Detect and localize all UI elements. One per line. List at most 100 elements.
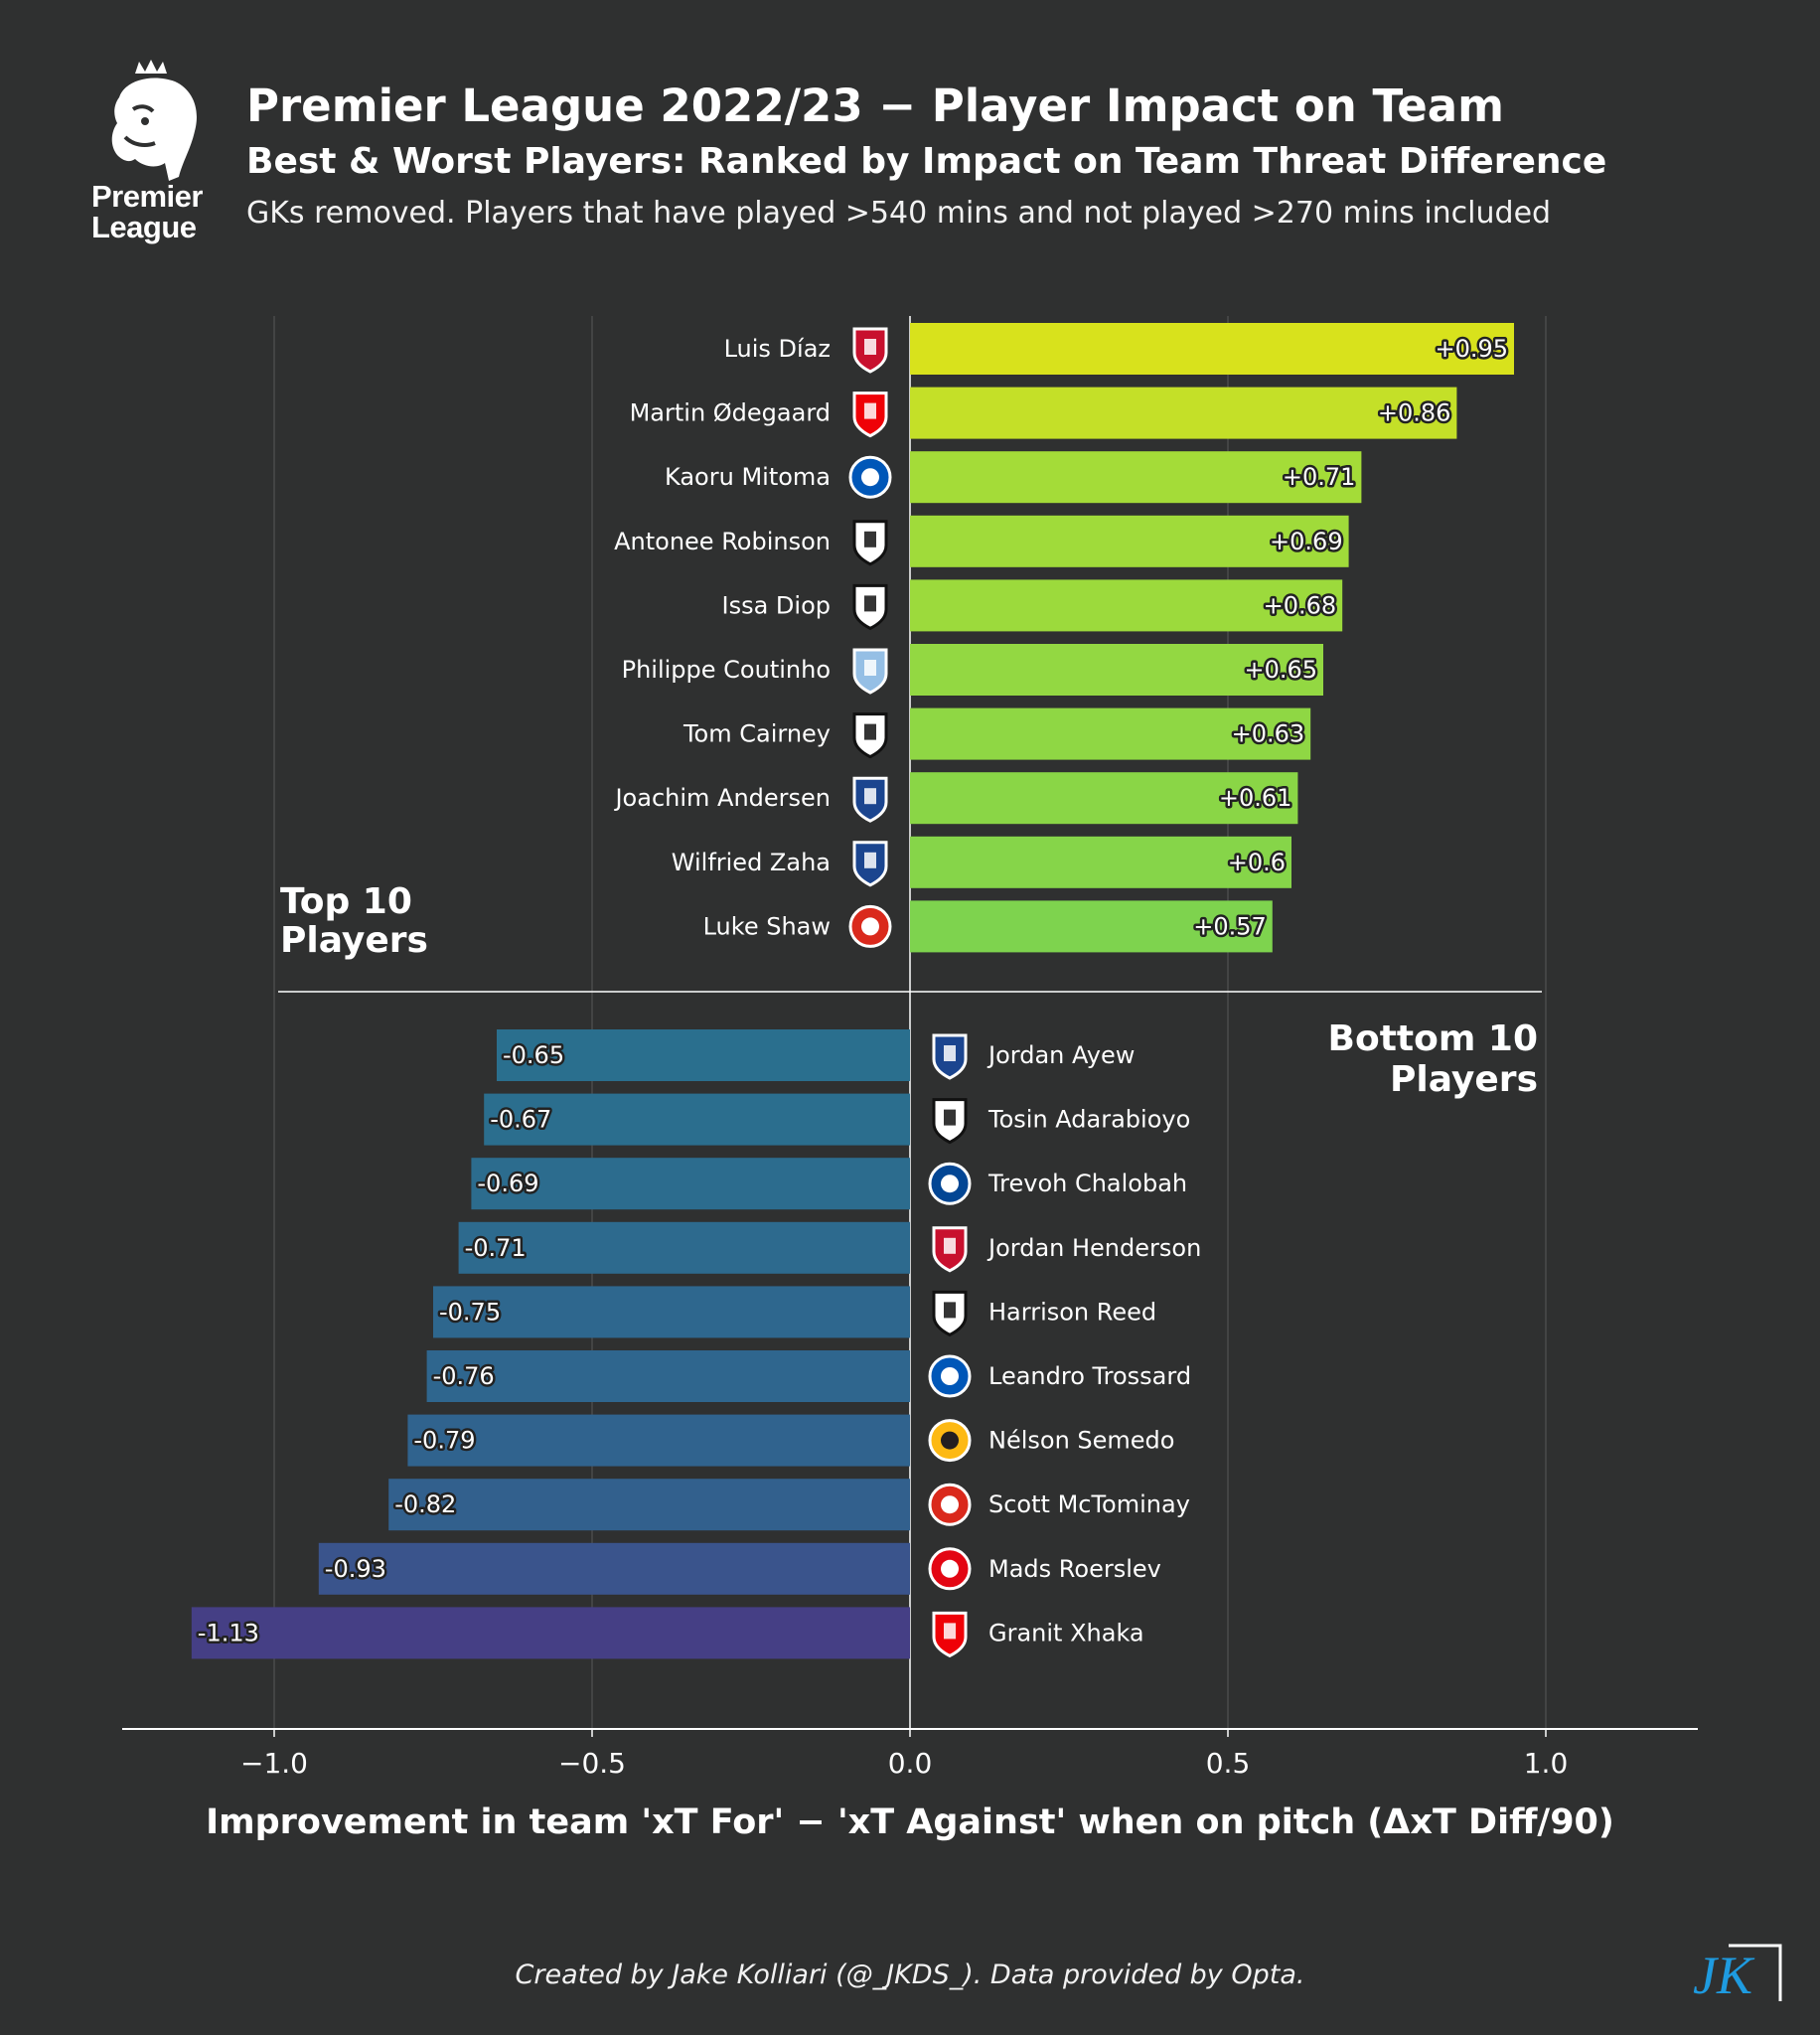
bar-value-label-halo: -0.65 bbox=[503, 1041, 564, 1069]
bar-top-7 bbox=[910, 707, 1311, 760]
team-badge-icon bbox=[928, 1354, 972, 1398]
team-badge-icon bbox=[928, 1419, 972, 1463]
bar-bottom-8 bbox=[388, 1479, 910, 1531]
bar-value-label: +0.6 bbox=[1228, 849, 1286, 876]
bar-top-8 bbox=[910, 772, 1298, 825]
bar-bottom-10 bbox=[191, 1607, 911, 1659]
premier-league-lion-icon bbox=[111, 60, 197, 181]
team-badge-icon bbox=[928, 1483, 972, 1526]
bar-bottom-6 bbox=[426, 1350, 910, 1402]
bar-top-6 bbox=[910, 644, 1323, 696]
team-badge-icon bbox=[928, 1162, 972, 1205]
bar-bottom-9 bbox=[318, 1542, 910, 1595]
team-badge-icon bbox=[932, 1098, 968, 1145]
footer-credit: Created by Jake Kolliari (@_JKDS_). Data… bbox=[515, 1959, 1305, 1990]
team-badge-icon bbox=[848, 904, 892, 948]
top-group-label: Top 10 bbox=[280, 881, 412, 922]
player-name-label: Philippe Coutinho bbox=[622, 656, 831, 684]
bar-value-label: +0.65 bbox=[1244, 656, 1317, 684]
bar-value-label-halo: -0.82 bbox=[394, 1490, 456, 1518]
bar-value-label-halo: -0.93 bbox=[325, 1555, 386, 1583]
player-name-label: Kaoru Mitoma bbox=[665, 463, 831, 491]
player-name-label: Tom Cairney bbox=[682, 720, 831, 748]
bar-value-label: -0.75 bbox=[439, 1298, 501, 1326]
bar-value-label: -0.82 bbox=[394, 1490, 456, 1518]
chart-title: Premier League 2022/23 − Player Impact o… bbox=[246, 79, 1504, 132]
team-badge-icon bbox=[848, 455, 892, 499]
premier-league-wordmark: Premier League bbox=[91, 179, 203, 244]
bar-top-4 bbox=[910, 515, 1349, 567]
bar-value-label-halo: +0.65 bbox=[1244, 656, 1317, 684]
bar-value-label: +0.95 bbox=[1435, 335, 1508, 363]
bar-value-label: -1.13 bbox=[198, 1619, 259, 1646]
x-tick-label: 0.0 bbox=[888, 1747, 933, 1780]
bar-value-label: -0.93 bbox=[325, 1555, 386, 1583]
bar-value-label: +0.57 bbox=[1193, 912, 1267, 940]
team-badge-icon bbox=[852, 648, 888, 695]
player-name-label: Jordan Ayew bbox=[986, 1041, 1135, 1069]
player-name-label: Jordan Henderson bbox=[986, 1234, 1201, 1262]
bar-value-label-halo: +0.57 bbox=[1193, 912, 1267, 940]
team-badge-icon bbox=[852, 712, 888, 759]
player-name-label: Luke Shaw bbox=[703, 912, 831, 940]
bar-top-9 bbox=[910, 836, 1291, 888]
bar-value-label-halo: +0.71 bbox=[1283, 463, 1356, 491]
bar-value-label-halo: -0.75 bbox=[439, 1298, 501, 1326]
bar-value-label: +0.86 bbox=[1378, 399, 1451, 427]
team-badge-icon bbox=[852, 391, 888, 438]
bottom-group-label: Bottom 10 bbox=[1328, 1018, 1538, 1059]
bar-bottom-5 bbox=[433, 1286, 910, 1338]
bar-value-label-halo: -0.67 bbox=[490, 1106, 551, 1134]
bar-bottom-2 bbox=[484, 1093, 910, 1146]
bar-top-1 bbox=[910, 323, 1514, 375]
player-name-label: Martin Ødegaard bbox=[630, 399, 831, 427]
author-signature-logo: JK bbox=[1693, 1944, 1782, 2005]
bar-top-2 bbox=[910, 387, 1457, 439]
bar-value-label-halo: -0.76 bbox=[433, 1362, 495, 1390]
x-tick-label: −0.5 bbox=[558, 1747, 626, 1780]
bar-value-label: +0.68 bbox=[1264, 591, 1337, 619]
x-tick-label: 0.5 bbox=[1206, 1747, 1251, 1780]
team-badge-icon bbox=[852, 583, 888, 631]
bar-value-label: +0.61 bbox=[1219, 784, 1292, 812]
bar-value-label: -0.69 bbox=[477, 1170, 538, 1197]
bar-bottom-3 bbox=[471, 1158, 910, 1210]
player-name-label: Scott McTominay bbox=[988, 1490, 1190, 1518]
impact-bar-chart: −1.0 −0.5 0.0 0.5 1.0 Improvement in team 'xT… bbox=[122, 316, 1698, 1842]
bar-value-label-halo: -0.71 bbox=[465, 1234, 527, 1262]
team-badge-icon bbox=[932, 1290, 968, 1337]
bar-value-label: +0.69 bbox=[1270, 528, 1343, 555]
team-badge-icon bbox=[852, 841, 888, 887]
team-badge-icon bbox=[852, 520, 888, 566]
bar-bottom-1 bbox=[497, 1029, 910, 1081]
player-name-label: Trevoh Chalobah bbox=[987, 1170, 1187, 1197]
x-axis-label: Improvement in team 'xT For' − 'xT Again… bbox=[206, 1802, 1614, 1842]
bar-value-label-halo: +0.63 bbox=[1232, 720, 1305, 748]
bar-top-5 bbox=[910, 579, 1343, 632]
player-name-label: Antonee Robinson bbox=[614, 528, 831, 555]
bar-value-label-halo: +0.86 bbox=[1378, 399, 1451, 427]
team-badge-icon bbox=[932, 1611, 968, 1658]
signature-text: JK bbox=[1693, 1946, 1755, 2005]
bar-top-10 bbox=[910, 900, 1273, 953]
player-name-label: Mads Roerslev bbox=[988, 1555, 1161, 1583]
bar-value-label-halo: +0.61 bbox=[1219, 784, 1292, 812]
x-tick-label: 1.0 bbox=[1524, 1747, 1569, 1780]
bar-top-3 bbox=[910, 451, 1362, 504]
bar-value-label-halo: -0.69 bbox=[477, 1170, 538, 1197]
bar-value-label-halo: +0.95 bbox=[1435, 335, 1508, 363]
top-group-label: Players bbox=[280, 920, 428, 961]
player-name-label: Tosin Adarabioyo bbox=[987, 1106, 1190, 1134]
chart-note: GKs removed. Players that have played >5… bbox=[246, 196, 1552, 231]
player-name-label: Granit Xhaka bbox=[988, 1619, 1144, 1646]
player-name-label: Leandro Trossard bbox=[988, 1362, 1191, 1390]
bar-value-label: -0.79 bbox=[413, 1427, 475, 1455]
player-name-label: Nélson Semedo bbox=[988, 1427, 1174, 1455]
player-name-label: Issa Diop bbox=[722, 591, 832, 619]
bar-bottom-7 bbox=[407, 1414, 910, 1467]
player-name-label: Joachim Andersen bbox=[613, 784, 831, 812]
team-badge-icon bbox=[928, 1547, 972, 1591]
player-name-label: Wilfried Zaha bbox=[672, 849, 831, 876]
player-name-label: Luis Díaz bbox=[724, 335, 831, 363]
bar-value-label: +0.63 bbox=[1232, 720, 1305, 748]
